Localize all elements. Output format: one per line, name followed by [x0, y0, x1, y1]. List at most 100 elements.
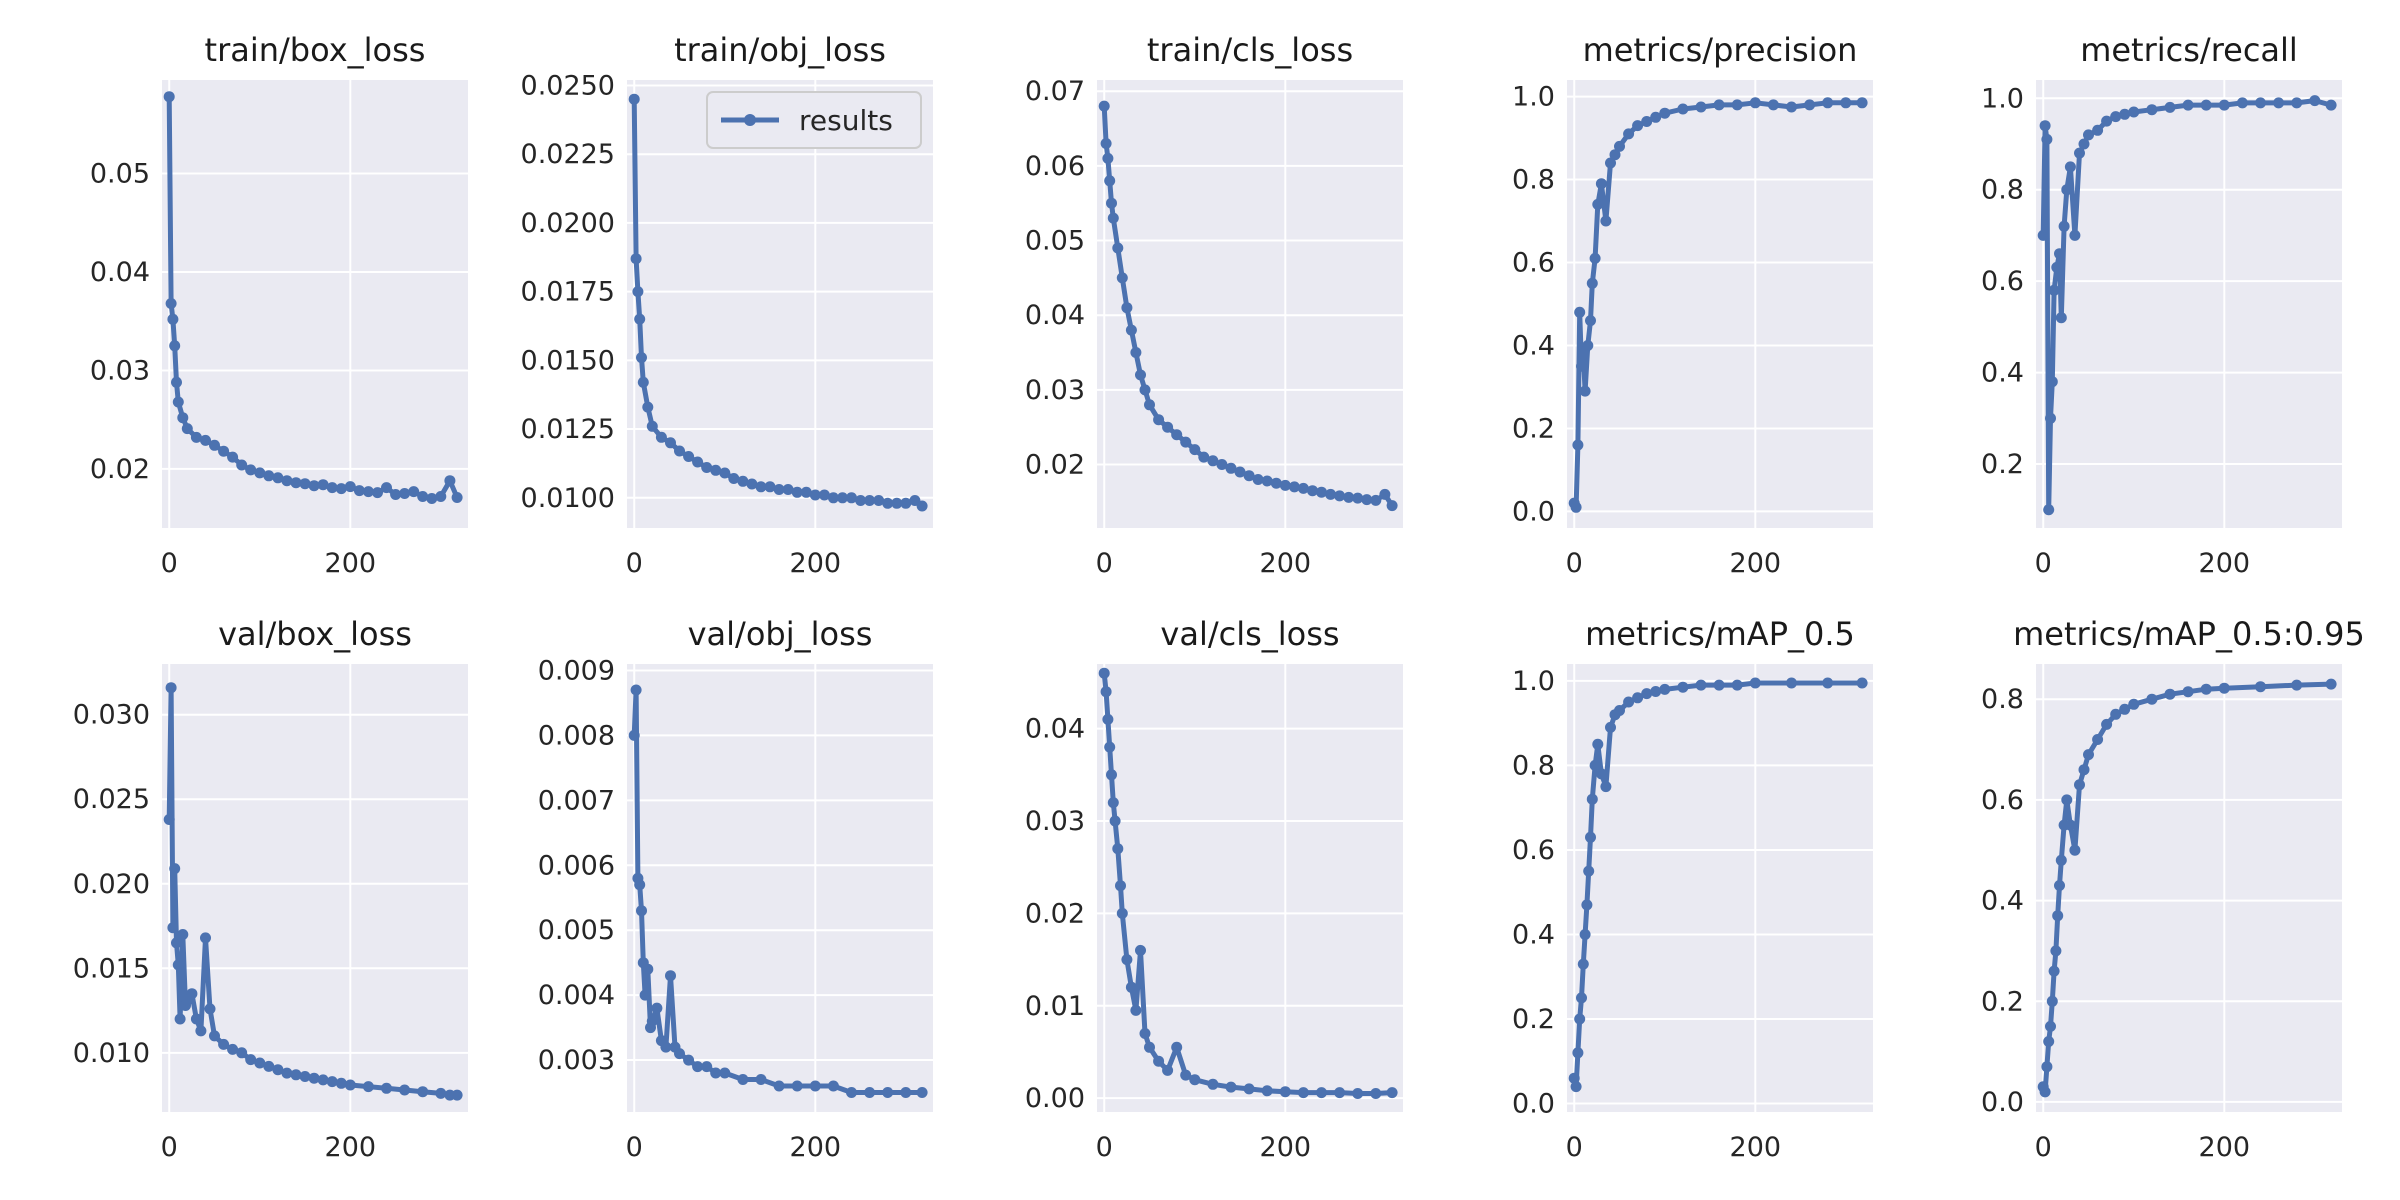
- data-point: [2083, 129, 2094, 141]
- x-tick-label: 200: [1260, 548, 1312, 579]
- data-point: [236, 1047, 248, 1059]
- x-tick-label: 0: [626, 548, 643, 579]
- data-point: [2050, 945, 2062, 957]
- y-tick-label: 0.4: [1981, 358, 2024, 389]
- data-point: [1582, 340, 1594, 351]
- y-tick-label: 0.00: [1025, 1083, 1085, 1114]
- data-point: [1139, 1028, 1151, 1039]
- data-point: [1749, 677, 1761, 689]
- y-tick-label: 0.4: [1512, 919, 1555, 950]
- data-point: [1600, 215, 1612, 227]
- data-point: [1576, 360, 1587, 372]
- x-tick-label: 200: [325, 548, 377, 579]
- data-point: [655, 431, 667, 443]
- data-point: [2182, 99, 2194, 111]
- data-point: [435, 491, 447, 502]
- y-tick-label: 0.0250: [521, 70, 615, 101]
- y-tick-label: 0.0: [1981, 1087, 2024, 1118]
- chart-title: metrics/mAP_0.5: [1585, 615, 1855, 653]
- data-point: [451, 492, 463, 503]
- x-tick-label: 200: [1730, 1132, 1782, 1163]
- data-point: [755, 1074, 767, 1085]
- data-point: [873, 495, 885, 506]
- data-point: [172, 959, 184, 971]
- data-point: [1677, 681, 1689, 693]
- x-tick-label: 200: [1260, 1132, 1312, 1163]
- data-point: [2291, 679, 2303, 691]
- y-tick-label: 0.030: [73, 700, 150, 731]
- data-point: [362, 486, 374, 498]
- data-point: [169, 340, 181, 352]
- x-tick-label: 0: [1096, 548, 1113, 579]
- data-point: [165, 298, 177, 309]
- plot-area: [1097, 80, 1403, 528]
- data-point: [2101, 718, 2113, 730]
- data-point: [882, 497, 894, 509]
- chart-title: metrics/precision: [1583, 31, 1858, 69]
- data-point: [1641, 688, 1653, 700]
- x-tick-label: 200: [2199, 548, 2251, 579]
- data-point: [1180, 436, 1192, 448]
- chart-title: metrics/mAP_0.5:0.95: [2013, 615, 2365, 653]
- y-tick-label: 0.015: [73, 953, 150, 984]
- data-point: [646, 420, 658, 432]
- data-point: [1570, 1081, 1582, 1093]
- data-point: [181, 423, 193, 435]
- data-point: [809, 1080, 821, 1092]
- chart-panel-9: 0 200 0.0 0.2 0.4 0.6 0.8 metrics/mAP_0.5:0.95: [1981, 615, 2365, 1163]
- data-point: [1570, 501, 1582, 513]
- data-point: [1279, 1086, 1291, 1098]
- data-point: [1352, 1088, 1364, 1099]
- data-point: [172, 396, 184, 408]
- legend-marker: [744, 114, 756, 126]
- plot-area: [1097, 664, 1403, 1112]
- data-point: [171, 937, 182, 949]
- plot-area: [2036, 664, 2342, 1112]
- data-point: [163, 814, 175, 825]
- data-point: [1361, 494, 1373, 506]
- data-point: [335, 483, 347, 495]
- data-point: [2054, 248, 2065, 260]
- data-point: [1579, 929, 1591, 940]
- data-point: [916, 500, 928, 512]
- data-point: [642, 401, 654, 413]
- data-point: [1112, 242, 1124, 254]
- data-point: [2273, 97, 2285, 109]
- data-point: [1307, 485, 1318, 497]
- y-tick-label: 1.0: [1512, 82, 1555, 113]
- data-point: [864, 495, 876, 506]
- data-point: [272, 472, 284, 484]
- x-tick-label: 200: [1730, 548, 1782, 579]
- data-point: [683, 451, 695, 462]
- data-point: [1822, 97, 1834, 109]
- data-point: [1695, 101, 1707, 113]
- x-tick-label: 0: [2035, 1132, 2052, 1163]
- data-point: [1144, 1041, 1155, 1053]
- data-point: [1153, 414, 1165, 426]
- data-point: [1856, 677, 1868, 689]
- data-point: [864, 1087, 876, 1098]
- data-point: [639, 989, 651, 1001]
- data-point: [855, 495, 867, 506]
- data-point: [1713, 679, 1725, 691]
- data-point: [1115, 880, 1126, 892]
- x-tick-label: 0: [2035, 548, 2052, 579]
- data-point: [2054, 880, 2065, 891]
- y-tick-label: 0.008: [538, 720, 615, 751]
- data-point: [1386, 500, 1398, 512]
- data-point: [1325, 488, 1337, 500]
- data-point: [2164, 688, 2176, 700]
- data-point: [692, 456, 704, 468]
- data-point: [2061, 794, 2073, 806]
- data-point: [1641, 116, 1653, 127]
- y-tick-label: 0.8: [1512, 165, 1555, 196]
- data-point: [674, 445, 685, 457]
- data-point: [891, 497, 903, 509]
- data-point: [642, 963, 654, 975]
- data-point: [169, 863, 181, 875]
- data-point: [2055, 854, 2067, 866]
- data-point: [636, 905, 647, 917]
- y-tick-label: 0.8: [1981, 684, 2024, 715]
- chart-panel-1: 0 200 0.0100 0.0125 0.0150 0.0175 0.0200 0.0225…: [521, 31, 933, 579]
- y-tick-label: 0.05: [90, 159, 150, 190]
